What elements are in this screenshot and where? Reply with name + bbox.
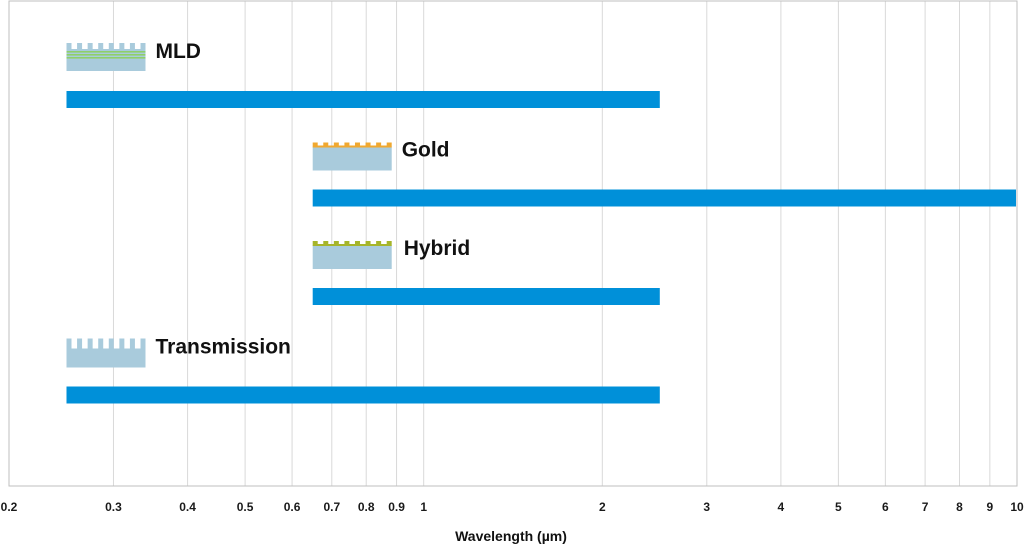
range-bar-hybrid (312, 288, 660, 305)
x-tick-label: 0.3 (105, 500, 122, 514)
range-bar-transmission (66, 386, 660, 404)
x-tick-label: 2 (599, 500, 606, 514)
x-tick-label: 0.4 (179, 500, 196, 514)
x-tick-label: 0.8 (358, 500, 375, 514)
x-tick-label: 10 (1010, 500, 1024, 514)
series-label-hybrid: Hybrid (404, 237, 471, 260)
x-tick-label: 4 (778, 500, 785, 514)
x-tick-label: 7 (922, 500, 929, 514)
series-label-transmission: Transmission (155, 336, 290, 359)
range-bar-gold (312, 189, 1017, 207)
range-bar-mld (66, 91, 660, 108)
x-axis-label: Wavelength (µm) (455, 528, 567, 544)
hybrid-grating-icon (312, 241, 392, 269)
x-tick-label: 0.2 (1, 500, 18, 514)
mld-grating-icon (66, 43, 146, 71)
x-tick-label: 5 (835, 500, 842, 514)
gridlines (112, 1, 991, 486)
series-label-mld: MLD (155, 40, 201, 63)
gold-grating-icon (312, 142, 392, 171)
x-tick-label: 0.9 (388, 500, 405, 514)
x-tick-label: 3 (703, 500, 710, 514)
range-bars: MLD Gold Hybrid Transmission (66, 40, 1017, 404)
x-tick-label: 9 (987, 500, 994, 514)
transmission-grating-icon (66, 338, 146, 368)
x-tick-label: 0.5 (237, 500, 254, 514)
x-tick-label: 8 (956, 500, 963, 514)
series-label-gold: Gold (402, 139, 450, 162)
x-tick-label: 0.6 (284, 500, 301, 514)
plot-frame (8, 0, 1018, 487)
x-tick-label: 0.7 (323, 500, 340, 514)
x-tick-label: 6 (882, 500, 889, 514)
x-tick-label: 1 (420, 500, 427, 514)
x-axis-ticks: 0.2 0.3 0.4 0.5 0.6 0.7 0.8 0.9 1 2 3 4 5 6 7 8 9 10 (1, 500, 1024, 514)
